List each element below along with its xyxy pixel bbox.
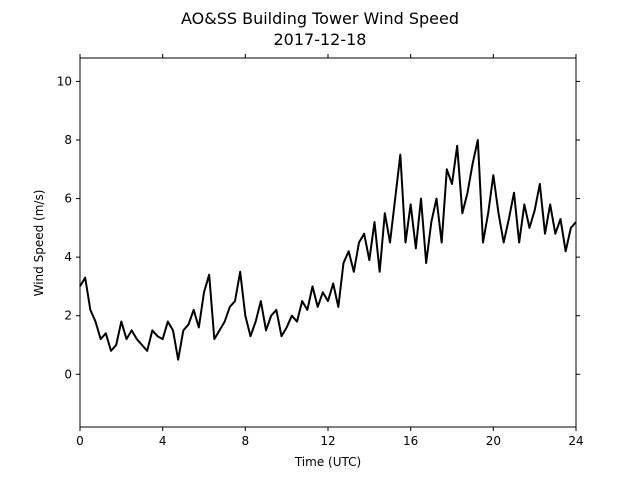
x-axis-label: Time (UTC) — [294, 455, 361, 469]
y-tick-label: 10 — [57, 74, 72, 88]
data-line — [79, 139, 577, 361]
x-tick-label: 0 — [76, 434, 84, 448]
plot-frame — [79, 57, 577, 428]
y-tick-label: 2 — [64, 309, 72, 323]
y-tick-label: 8 — [64, 133, 72, 147]
x-tick-label: 12 — [320, 434, 335, 448]
y-tick-label: 4 — [64, 250, 72, 264]
y-tick-label: 6 — [64, 192, 72, 206]
chart-subtitle: 2017-12-18 — [274, 30, 367, 49]
x-tick-label: 8 — [242, 434, 250, 448]
x-tick-label: 4 — [159, 434, 167, 448]
x-tick-label: 24 — [568, 434, 583, 448]
x-tick-label: 16 — [403, 434, 418, 448]
x-tick-label: 20 — [486, 434, 501, 448]
y-tick-label: 0 — [64, 367, 72, 381]
chart-title: AO&SS Building Tower Wind Speed — [181, 9, 459, 28]
y-axis-label: Wind Speed (m/s) — [32, 190, 46, 297]
